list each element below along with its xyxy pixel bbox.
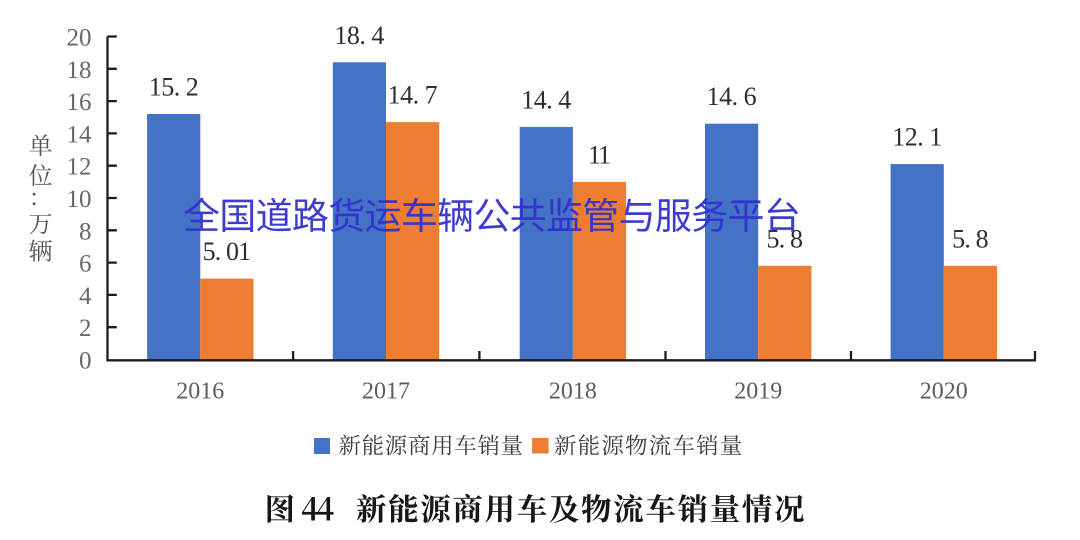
svg-text:0: 0: [79, 348, 92, 375]
svg-text:18. 4: 18. 4: [334, 21, 384, 50]
svg-text:2016: 2016: [176, 379, 224, 405]
svg-text:14: 14: [67, 121, 93, 148]
svg-text:5. 01: 5. 01: [203, 237, 252, 266]
svg-text:12. 1: 12. 1: [892, 123, 942, 152]
svg-text:18: 18: [67, 57, 92, 84]
svg-text:8: 8: [79, 218, 92, 245]
svg-text:15. 2: 15. 2: [149, 73, 199, 102]
svg-text:14. 4: 14. 4: [521, 85, 571, 114]
svg-text:16: 16: [67, 89, 92, 116]
svg-text:14. 7: 14. 7: [388, 81, 438, 110]
svg-text:2017: 2017: [362, 379, 410, 405]
svg-text:20: 20: [67, 25, 92, 52]
svg-text:6: 6: [79, 251, 92, 278]
svg-text:2020: 2020: [920, 379, 968, 405]
svg-text:14. 6: 14. 6: [707, 82, 757, 111]
svg-text:2018: 2018: [549, 379, 597, 405]
svg-text:5. 8: 5. 8: [952, 224, 989, 253]
svg-text:4: 4: [79, 283, 92, 310]
svg-text:12: 12: [67, 154, 92, 181]
svg-text:2019: 2019: [734, 379, 782, 405]
svg-text:10: 10: [67, 186, 92, 213]
svg-text:11: 11: [588, 140, 611, 169]
svg-text:2: 2: [79, 315, 92, 342]
